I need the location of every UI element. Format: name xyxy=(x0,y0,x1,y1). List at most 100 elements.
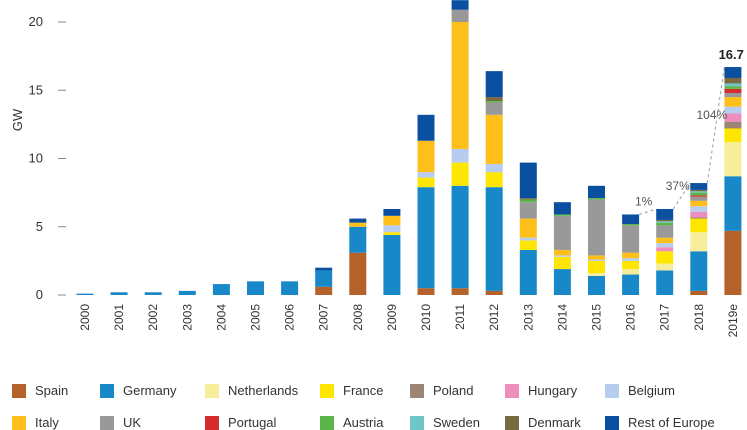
bar-segment xyxy=(417,288,435,295)
bar-segment xyxy=(656,247,674,252)
bar-segment xyxy=(724,77,742,84)
bar-segment xyxy=(588,199,605,256)
bar-segment xyxy=(690,192,708,196)
bar-segment xyxy=(417,114,435,141)
bar-segment xyxy=(519,249,537,295)
bar-segment xyxy=(588,198,605,200)
bar-segment xyxy=(553,215,571,250)
x-tick-label: 2002 xyxy=(146,304,160,331)
bar-segment xyxy=(690,232,708,252)
bar-segment xyxy=(724,67,742,78)
bar-segment xyxy=(247,281,264,295)
bar-segment xyxy=(656,270,674,295)
y-tick-label: 20 xyxy=(29,14,43,29)
bar-segment xyxy=(281,281,299,295)
bar-segment xyxy=(417,177,435,188)
x-tick-label: 2004 xyxy=(214,304,228,331)
bar-segment xyxy=(451,22,469,149)
growth-label: 37% xyxy=(666,179,690,193)
x-tick-label: 2012 xyxy=(487,304,501,331)
bar-segment xyxy=(485,172,503,188)
bar-segment xyxy=(656,243,674,248)
y-axis: 0 5 10 15 20 xyxy=(29,14,66,302)
y-tick-label: 0 xyxy=(36,287,43,302)
bar-segment xyxy=(588,259,605,261)
x-tick-label: 2019e xyxy=(726,304,740,338)
bar-segment xyxy=(178,290,196,295)
y-tick-label: 15 xyxy=(29,82,43,97)
bar-segment xyxy=(622,260,640,270)
bar-segment xyxy=(519,198,537,200)
bar-segment xyxy=(622,258,640,261)
bar-segment xyxy=(724,92,742,98)
x-tick-label: 2005 xyxy=(249,304,263,331)
bar-segment xyxy=(724,83,742,87)
bar-segment xyxy=(485,102,503,115)
bar-segment xyxy=(451,288,469,295)
bar-segment xyxy=(690,211,708,218)
bar-segment xyxy=(451,9,469,22)
bar-segment xyxy=(656,221,674,223)
bar-segment xyxy=(144,292,162,295)
bar-segment xyxy=(724,176,742,231)
x-tick-label: 2006 xyxy=(283,304,297,331)
bar-segment xyxy=(588,273,605,276)
bar-segment xyxy=(519,202,537,219)
bar-segment xyxy=(349,222,367,227)
bar-segment xyxy=(690,200,708,207)
y-axis-label: GW xyxy=(10,108,25,131)
y-tick-label: 10 xyxy=(29,151,43,166)
bar-segment xyxy=(519,218,537,238)
bar-segment xyxy=(212,284,230,295)
bar-segment xyxy=(622,224,640,226)
bar-segment xyxy=(724,97,742,107)
bar-segment xyxy=(724,121,742,129)
bar-segment xyxy=(622,225,640,253)
bar-segment xyxy=(315,270,333,287)
bar-segment xyxy=(485,290,503,295)
bar-segment xyxy=(417,187,435,289)
bar-segment xyxy=(553,202,571,215)
bar-segment xyxy=(690,206,708,212)
y-tick-label: 5 xyxy=(36,219,43,234)
bar-segment xyxy=(110,292,128,295)
bar-segment xyxy=(656,251,674,264)
x-tick-label: 2003 xyxy=(180,304,194,331)
bar-segment xyxy=(451,148,469,163)
x-tick-label: 2014 xyxy=(555,304,569,331)
bar-segment xyxy=(383,234,401,295)
bar-segment xyxy=(485,71,503,98)
bar-segment xyxy=(690,195,708,197)
x-tick-label: 2008 xyxy=(351,304,365,331)
bar-segment xyxy=(519,237,537,241)
bar-segment xyxy=(622,274,640,295)
bars-group xyxy=(76,0,742,295)
bar-segment xyxy=(588,275,605,295)
bar-segment xyxy=(451,185,469,289)
bar-segment xyxy=(349,218,367,223)
bar-segment xyxy=(76,293,94,295)
bar-segment xyxy=(724,128,742,143)
x-tick-label: 2000 xyxy=(78,304,92,331)
bar-segment xyxy=(690,217,708,219)
bar-segment xyxy=(656,263,674,271)
bar-segment xyxy=(724,113,742,122)
x-tick-label: 2009 xyxy=(385,304,399,331)
bar-segment xyxy=(451,0,469,10)
bar-segment xyxy=(485,114,503,164)
bar-segment xyxy=(451,162,469,186)
bar-segment xyxy=(656,209,674,220)
bar-segment xyxy=(485,101,503,103)
bar-segment xyxy=(724,88,742,93)
bar-segment xyxy=(383,215,401,226)
bar-segment xyxy=(485,163,503,173)
annotations-group: 1% 37% 104% 16.7 xyxy=(635,47,744,215)
bar-segment xyxy=(519,162,537,199)
bar-segment xyxy=(690,290,708,295)
bar-segment xyxy=(315,286,333,295)
bar-segment xyxy=(690,218,708,233)
bar-segment xyxy=(519,240,537,250)
growth-line xyxy=(706,66,725,184)
bar-segment xyxy=(553,256,571,270)
